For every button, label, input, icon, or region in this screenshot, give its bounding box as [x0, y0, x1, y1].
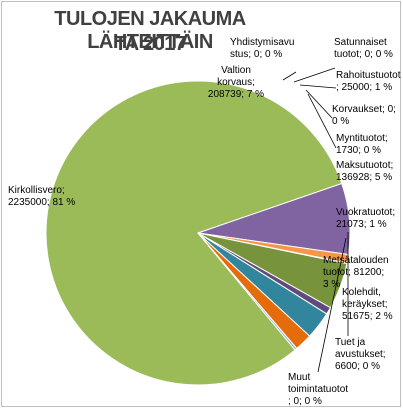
leader-line — [305, 89, 333, 119]
data-label: Muut toimintatuotot; 0; 0 % — [288, 372, 348, 407]
data-label: Metsätalouden tuotot; 81200; 3 % — [323, 255, 389, 290]
data-label: Valtion korvaus; 208739; 7 % — [208, 65, 264, 100]
data-label: Korvaukset; 0; 0 % — [332, 104, 396, 127]
slice-tuet-ja-avustukset — [197, 232, 298, 351]
slice-kirkollisvero — [45, 80, 343, 386]
data-label: Rahoitustuotot; 25000; 1 % — [336, 70, 401, 93]
data-label: Vuokratuotot; 21073; 1 % — [336, 207, 395, 230]
chart-title-line1: TULOJEN JAKAUMA LÄHTEITTÄIN — [54, 8, 246, 53]
data-label: Satunnaiset tuotot; 0; 0 % — [334, 37, 393, 60]
data-label: Maksutuotot; 136928; 5 % — [336, 160, 393, 183]
leader-line — [299, 84, 337, 89]
leader-line — [282, 71, 297, 81]
data-label: Myntituotot; 1730; 0 % — [336, 133, 388, 156]
data-label: Kolehdit, keräykset; 51675; 2 % — [342, 287, 393, 322]
leader-line — [293, 67, 336, 83]
data-label: Kirkollisvero; 2235000; 81 % — [8, 185, 75, 208]
leader-line — [317, 237, 347, 373]
chart-title-line2: TA 2017 — [114, 33, 186, 55]
data-label: Tuet ja avustukset; 6600; 0 % — [335, 337, 386, 372]
data-label: Yhdistymisavu stus; 0; 0 % — [230, 37, 294, 60]
leader-line — [307, 93, 337, 149]
